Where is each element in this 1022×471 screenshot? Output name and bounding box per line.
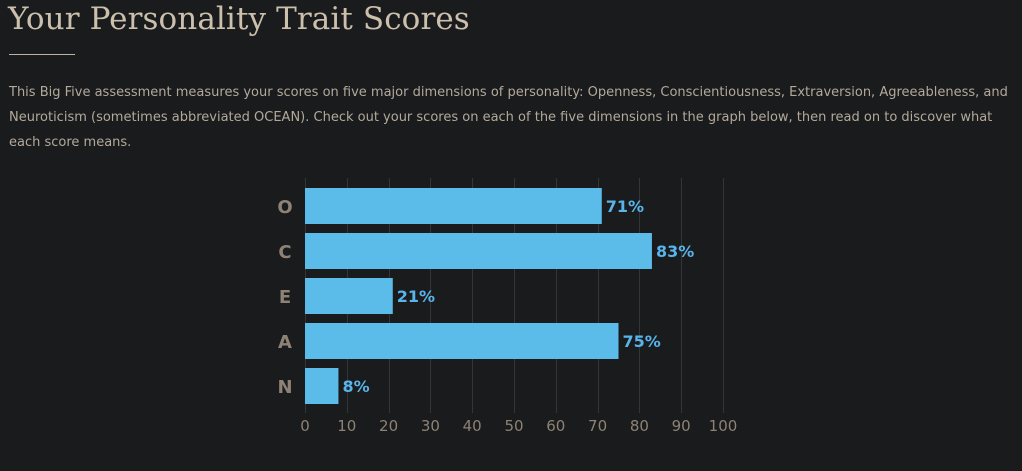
value-label-a: 75% [623,332,661,351]
category-label-n: N [277,377,292,398]
bar-e [305,278,393,314]
title-divider [9,54,75,55]
value-label-o: 71% [606,197,644,216]
chart-bars [305,188,652,404]
bar-c [305,233,652,269]
bar-n [305,368,339,404]
intro-paragraph: This Big Five assessment measures your s… [9,85,1008,150]
x-tick-label: 70 [588,417,607,435]
x-tick-label: 90 [672,417,691,435]
bar-o [305,188,602,224]
x-tick-label: 10 [337,417,356,435]
category-label-o: O [277,197,292,218]
value-label-c: 83% [656,242,694,261]
bar-a [305,323,619,359]
x-tick-label: 20 [379,417,398,435]
category-label-e: E [279,287,291,308]
category-label-a: A [278,332,292,353]
x-tick-label: 50 [504,417,523,435]
value-label-e: 21% [397,287,435,306]
x-tick-label: 60 [546,417,565,435]
page-title: Your Personality Trait Scores [8,1,470,37]
chart-labels: 0 10 20 30 40 50 60 70 80 90 100 O 71% C 83% E 21% A 75% N 8… [277,197,737,435]
x-tick-label: 40 [463,417,482,435]
value-label-n: 8% [342,377,369,396]
x-tick-label: 100 [709,417,738,435]
x-tick-label: 0 [300,417,310,435]
category-label-c: C [278,242,291,263]
x-tick-label: 30 [421,417,440,435]
x-tick-label: 80 [630,417,649,435]
